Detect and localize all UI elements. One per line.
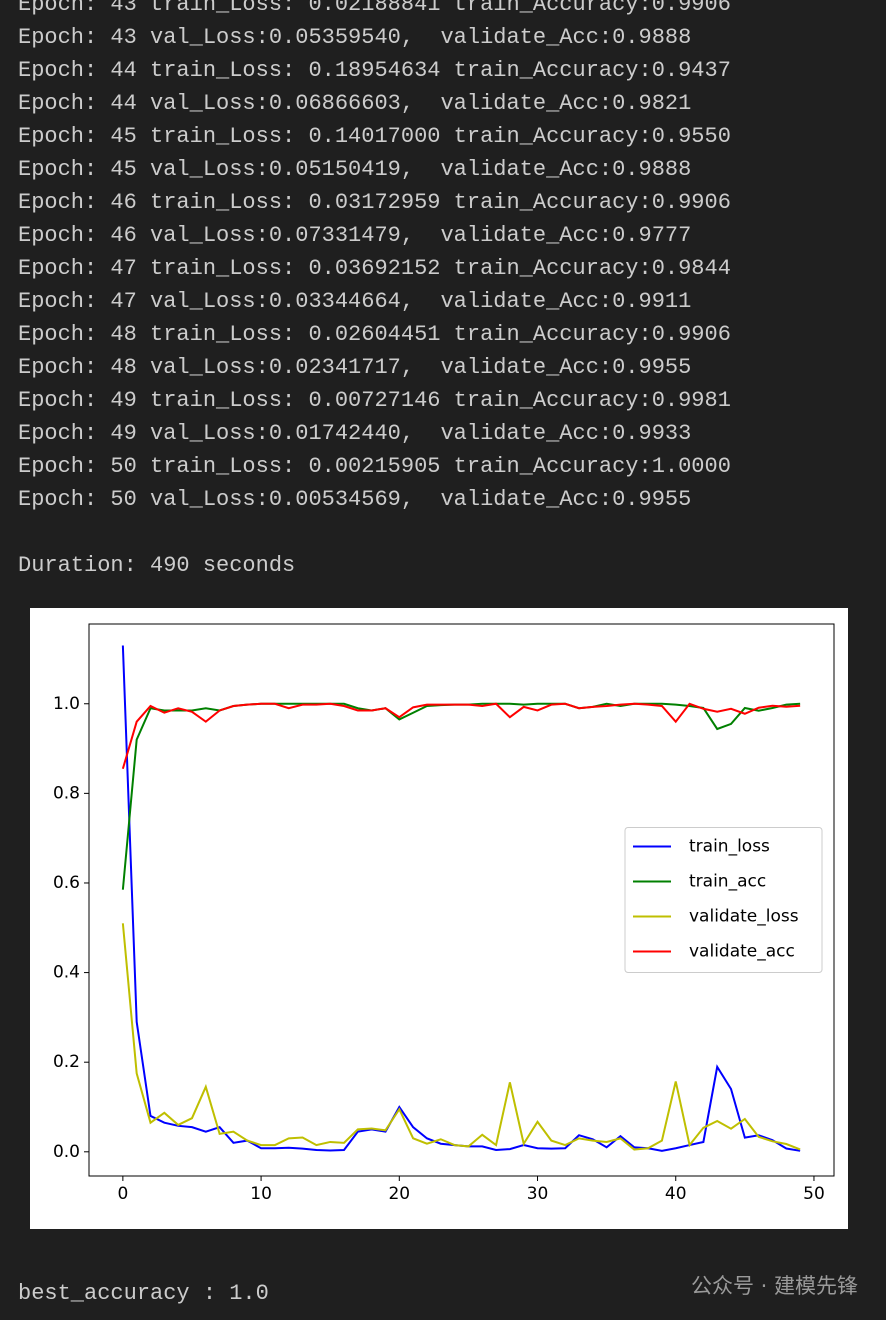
x-tick-label: 20 (388, 1184, 410, 1204)
log-line: Epoch: 47 train_Loss: 0.03692152 train_A… (18, 256, 731, 281)
plot-frame (88, 623, 835, 1177)
log-line: Epoch: 49 val_Loss:0.01742440, validate_… (18, 421, 692, 446)
log-line: Epoch: 50 train_Loss: 0.00215905 train_A… (18, 454, 731, 479)
log-line: Epoch: 44 val_Loss:0.06866603, validate_… (18, 91, 692, 116)
x-tick-label: 40 (665, 1184, 687, 1204)
series-line (121, 702, 801, 770)
log-line: Epoch: 44 train_Loss: 0.18954634 train_A… (18, 58, 731, 83)
log-line: Epoch: 43 train_Loss: 0.02188841 train_A… (18, 0, 731, 17)
chart: 0.00.20.40.60.81.00 10 20 30 40 50train_losst… (30, 608, 848, 1229)
y-tick-label: 0.4 (53, 963, 80, 983)
y-tick-label: 0.2 (53, 1052, 80, 1072)
y-tick-label: 0.0 (53, 1142, 80, 1162)
log-line: Epoch: 48 val_Loss:0.02341717, validate_… (18, 355, 692, 380)
log-line: Epoch: 49 train_Loss: 0.00727146 train_A… (18, 388, 731, 413)
log-line: Epoch: 46 train_Loss: 0.03172959 train_A… (18, 190, 731, 215)
x-tick-label: 50 (803, 1184, 825, 1204)
log-line: Epoch: 46 val_Loss:0.07331479, validate_… (18, 223, 692, 248)
y-tick-label: 0.6 (53, 873, 80, 893)
log-line: Epoch: 47 val_Loss:0.03344664, validate_… (18, 289, 692, 314)
y-tick-label: 0.8 (53, 783, 80, 803)
log-line: Epoch: 45 val_Loss:0.05150419, validate_… (18, 157, 692, 182)
series-line (121, 923, 801, 1151)
log-line: Epoch: 50 val_Loss:0.00534569, validate_… (18, 487, 692, 512)
x-tick-label: 30 (527, 1184, 549, 1204)
x-tick-label: 10 (250, 1184, 272, 1204)
log-line: Epoch: 45 train_Loss: 0.14017000 train_A… (18, 124, 731, 149)
log-line: Epoch: 43 val_Loss:0.05359540, validate_… (18, 25, 692, 50)
legend: train_loss train_acc validate_loss validate… (624, 827, 823, 973)
legend-label: train_loss (689, 837, 770, 857)
watermark: 公众号 · 建模先锋 (690, 1274, 858, 1298)
legend-box (624, 827, 823, 973)
legend-label: train_acc (689, 872, 766, 892)
log-line: Epoch: 48 train_Loss: 0.02604451 train_A… (18, 322, 731, 347)
x-tick-label: 0 (117, 1184, 128, 1204)
legend-label: validate_acc (689, 942, 795, 962)
y-tick-label: 1.0 (53, 694, 80, 714)
duration: Duration: 490 seconds (18, 553, 296, 578)
best-accuracy: best_accuracy : 1.0 (18, 1281, 269, 1306)
legend-label: validate_loss (689, 907, 799, 927)
